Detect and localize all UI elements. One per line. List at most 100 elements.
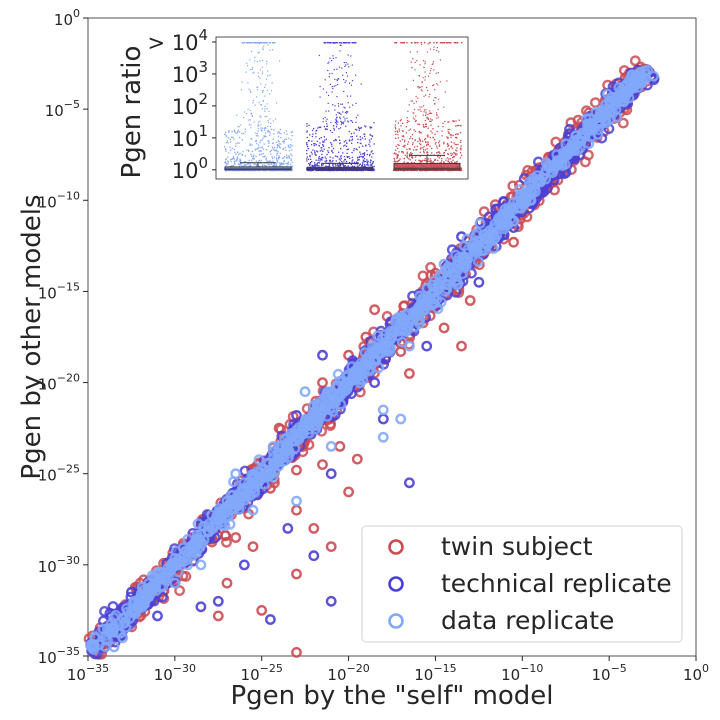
inset-point bbox=[343, 165, 345, 167]
inset-point bbox=[426, 169, 428, 172]
inset-point bbox=[355, 161, 358, 163]
inset-point bbox=[241, 153, 243, 155]
inset-point bbox=[373, 143, 375, 145]
inset-point bbox=[236, 131, 239, 133]
inset-point bbox=[264, 135, 267, 137]
inset-point bbox=[266, 63, 268, 65]
inset-point bbox=[337, 111, 339, 114]
inset-point bbox=[258, 125, 260, 127]
inset-point bbox=[364, 164, 366, 166]
inset-point bbox=[225, 142, 227, 144]
inset-point bbox=[287, 145, 289, 147]
inset-point bbox=[264, 86, 266, 88]
inset-point bbox=[307, 148, 309, 150]
inset-point bbox=[315, 132, 317, 135]
inset-point bbox=[291, 135, 293, 137]
outlier-point bbox=[403, 340, 415, 352]
inset-point bbox=[307, 158, 310, 160]
inset-point bbox=[454, 162, 456, 164]
inset-point bbox=[338, 128, 340, 130]
inset-point bbox=[257, 147, 259, 150]
inset-point bbox=[306, 160, 308, 162]
inset-point bbox=[291, 166, 293, 168]
inset-point bbox=[338, 136, 340, 138]
inset-point bbox=[325, 128, 327, 130]
inset-point bbox=[258, 144, 260, 146]
inset-point bbox=[307, 169, 309, 172]
inset-point bbox=[397, 134, 399, 136]
inset-point bbox=[274, 149, 276, 152]
inset-point bbox=[330, 121, 332, 124]
inset-point bbox=[262, 59, 264, 61]
inset-point bbox=[277, 169, 279, 172]
inset-point bbox=[251, 169, 253, 172]
inset-point bbox=[253, 121, 255, 123]
inset-point bbox=[273, 165, 275, 167]
inset-point bbox=[291, 165, 294, 168]
inset-point bbox=[419, 155, 421, 157]
data-point bbox=[357, 374, 369, 386]
inset-point bbox=[272, 157, 274, 159]
inset-point bbox=[285, 162, 287, 165]
inset-point bbox=[393, 160, 395, 163]
inset-point bbox=[266, 90, 268, 92]
inset-point bbox=[345, 145, 348, 147]
inset-point bbox=[311, 165, 313, 167]
inset-point bbox=[323, 145, 325, 147]
inset-point bbox=[341, 122, 343, 124]
inset-point bbox=[359, 142, 361, 144]
data-point bbox=[472, 256, 484, 267]
data-point bbox=[100, 633, 112, 645]
inset-point bbox=[339, 164, 342, 167]
inset-point bbox=[226, 140, 229, 142]
outlier-point bbox=[221, 495, 233, 507]
inset-point bbox=[429, 161, 432, 163]
inset-point bbox=[258, 169, 260, 172]
inset-point bbox=[245, 165, 248, 167]
inset-point bbox=[273, 146, 276, 149]
inset-point bbox=[349, 162, 351, 164]
inset-point bbox=[459, 141, 462, 143]
inset-point bbox=[317, 162, 319, 164]
inset-point bbox=[249, 144, 251, 146]
outlier-point bbox=[317, 377, 328, 388]
inset-point bbox=[350, 136, 352, 138]
inset-point-capped bbox=[355, 42, 357, 44]
inset-point bbox=[319, 142, 321, 144]
inset-point bbox=[328, 76, 330, 78]
inset-point bbox=[441, 135, 443, 137]
inset-point bbox=[248, 159, 250, 161]
inset-point bbox=[449, 169, 451, 172]
inset-point bbox=[360, 126, 362, 129]
inset-point bbox=[288, 157, 290, 159]
inset-point bbox=[252, 67, 254, 69]
outlier-point bbox=[308, 550, 320, 562]
inset-point bbox=[233, 161, 236, 163]
inset-point bbox=[264, 105, 266, 107]
inset-point bbox=[240, 161, 242, 163]
inset-point bbox=[244, 164, 246, 166]
inset-point bbox=[408, 148, 410, 150]
data-point bbox=[156, 591, 168, 603]
y-tick-label: 10−20 bbox=[38, 372, 80, 394]
inset-point bbox=[233, 162, 236, 164]
inset-point bbox=[327, 151, 330, 154]
inset-point bbox=[251, 138, 253, 140]
inset-point bbox=[393, 157, 395, 160]
inset-point bbox=[263, 127, 265, 129]
inset-point bbox=[402, 145, 404, 147]
inset-point bbox=[427, 160, 429, 162]
outlier-point bbox=[117, 632, 129, 644]
inset-point bbox=[325, 138, 328, 140]
x-tick-exponent: −35 bbox=[86, 662, 109, 675]
data-point bbox=[395, 324, 407, 336]
inset-point bbox=[333, 169, 335, 172]
outlier-point bbox=[508, 236, 519, 248]
inset-point bbox=[271, 169, 273, 172]
inset-point-capped bbox=[348, 42, 350, 44]
inset-point bbox=[339, 118, 341, 120]
inset-point bbox=[328, 61, 330, 63]
inset-point bbox=[238, 131, 241, 133]
inset-point bbox=[285, 149, 287, 151]
inset-point bbox=[286, 133, 288, 135]
